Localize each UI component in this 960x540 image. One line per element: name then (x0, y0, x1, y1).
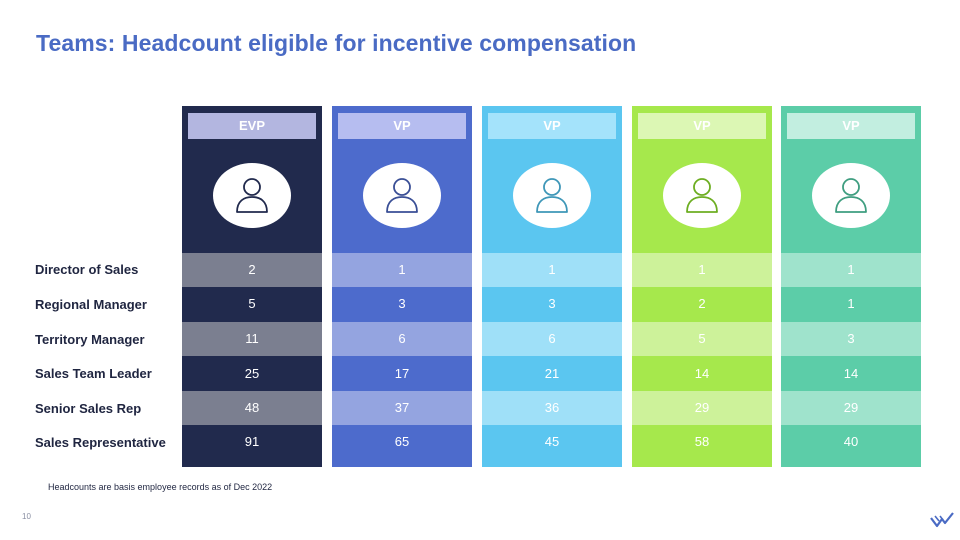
column-header: VP (787, 113, 915, 139)
table-cell: 37 (332, 391, 472, 425)
column-vp-3: VP 1 2 5 14 29 58 (632, 106, 772, 467)
column-header: VP (638, 113, 766, 139)
company-logo-icon (930, 512, 954, 528)
table-cell: 65 (394, 434, 410, 449)
row-label-director-of-sales: Director of Sales (35, 262, 139, 277)
table-cell: 2 (182, 253, 322, 287)
column-evp: EVP 2 5 11 25 48 91 (182, 106, 322, 467)
table-cell: 29 (781, 391, 921, 425)
person-icon (386, 177, 418, 213)
avatar (513, 163, 591, 228)
table-cell: 1 (632, 253, 772, 287)
page-number: 10 (22, 512, 31, 521)
table-cell: 29 (632, 391, 772, 425)
table-cell: 1 (847, 296, 855, 311)
table-cell: 17 (394, 366, 410, 381)
table-cell: 6 (482, 322, 622, 356)
table-cell: 58 (694, 434, 710, 449)
table-cell: 11 (182, 322, 322, 356)
person-icon (536, 177, 568, 213)
slide-title: Teams: Headcount eligible for incentive … (36, 30, 637, 56)
row-label-sales-representative: Sales Representative (35, 435, 166, 450)
table-cell: 6 (332, 322, 472, 356)
column-vp-4: VP 1 1 3 14 29 40 (781, 106, 921, 467)
row-label-senior-sales-rep: Senior Sales Rep (35, 401, 142, 416)
table-cell: 5 (248, 296, 256, 311)
table-cell: 36 (482, 391, 622, 425)
avatar (663, 163, 741, 228)
column-header: VP (338, 113, 466, 139)
table-cell: 91 (244, 434, 260, 449)
person-icon (835, 177, 867, 213)
table-cell: 1 (781, 253, 921, 287)
table-cell: 1 (482, 253, 622, 287)
avatar (363, 163, 441, 228)
column-vp-2: VP 1 3 6 21 36 45 (482, 106, 622, 467)
table-cell: 14 (694, 366, 710, 381)
row-label-regional-manager: Regional Manager (35, 297, 147, 312)
table-cell: 1 (332, 253, 472, 287)
person-icon (686, 177, 718, 213)
table-cell: 3 (548, 296, 556, 311)
table-cell: 21 (544, 366, 560, 381)
table-cell: 3 (781, 322, 921, 356)
table-cell: 2 (698, 296, 706, 311)
table-cell: 14 (843, 366, 859, 381)
column-vp-1: VP 1 3 6 17 37 65 (332, 106, 472, 467)
table-cell: 40 (843, 434, 859, 449)
table-cell: 48 (182, 391, 322, 425)
table-cell: 3 (398, 296, 406, 311)
table-cell: 25 (244, 366, 260, 381)
row-label-territory-manager: Territory Manager (35, 332, 145, 347)
person-icon (236, 177, 268, 213)
table-cell: 45 (544, 434, 560, 449)
avatar (213, 163, 291, 228)
column-header: EVP (188, 113, 316, 139)
row-label-sales-team-leader: Sales Team Leader (35, 366, 152, 381)
footnote: Headcounts are basis employee records as… (48, 482, 273, 492)
table-cell: 5 (632, 322, 772, 356)
column-header: VP (488, 113, 616, 139)
avatar (812, 163, 890, 228)
